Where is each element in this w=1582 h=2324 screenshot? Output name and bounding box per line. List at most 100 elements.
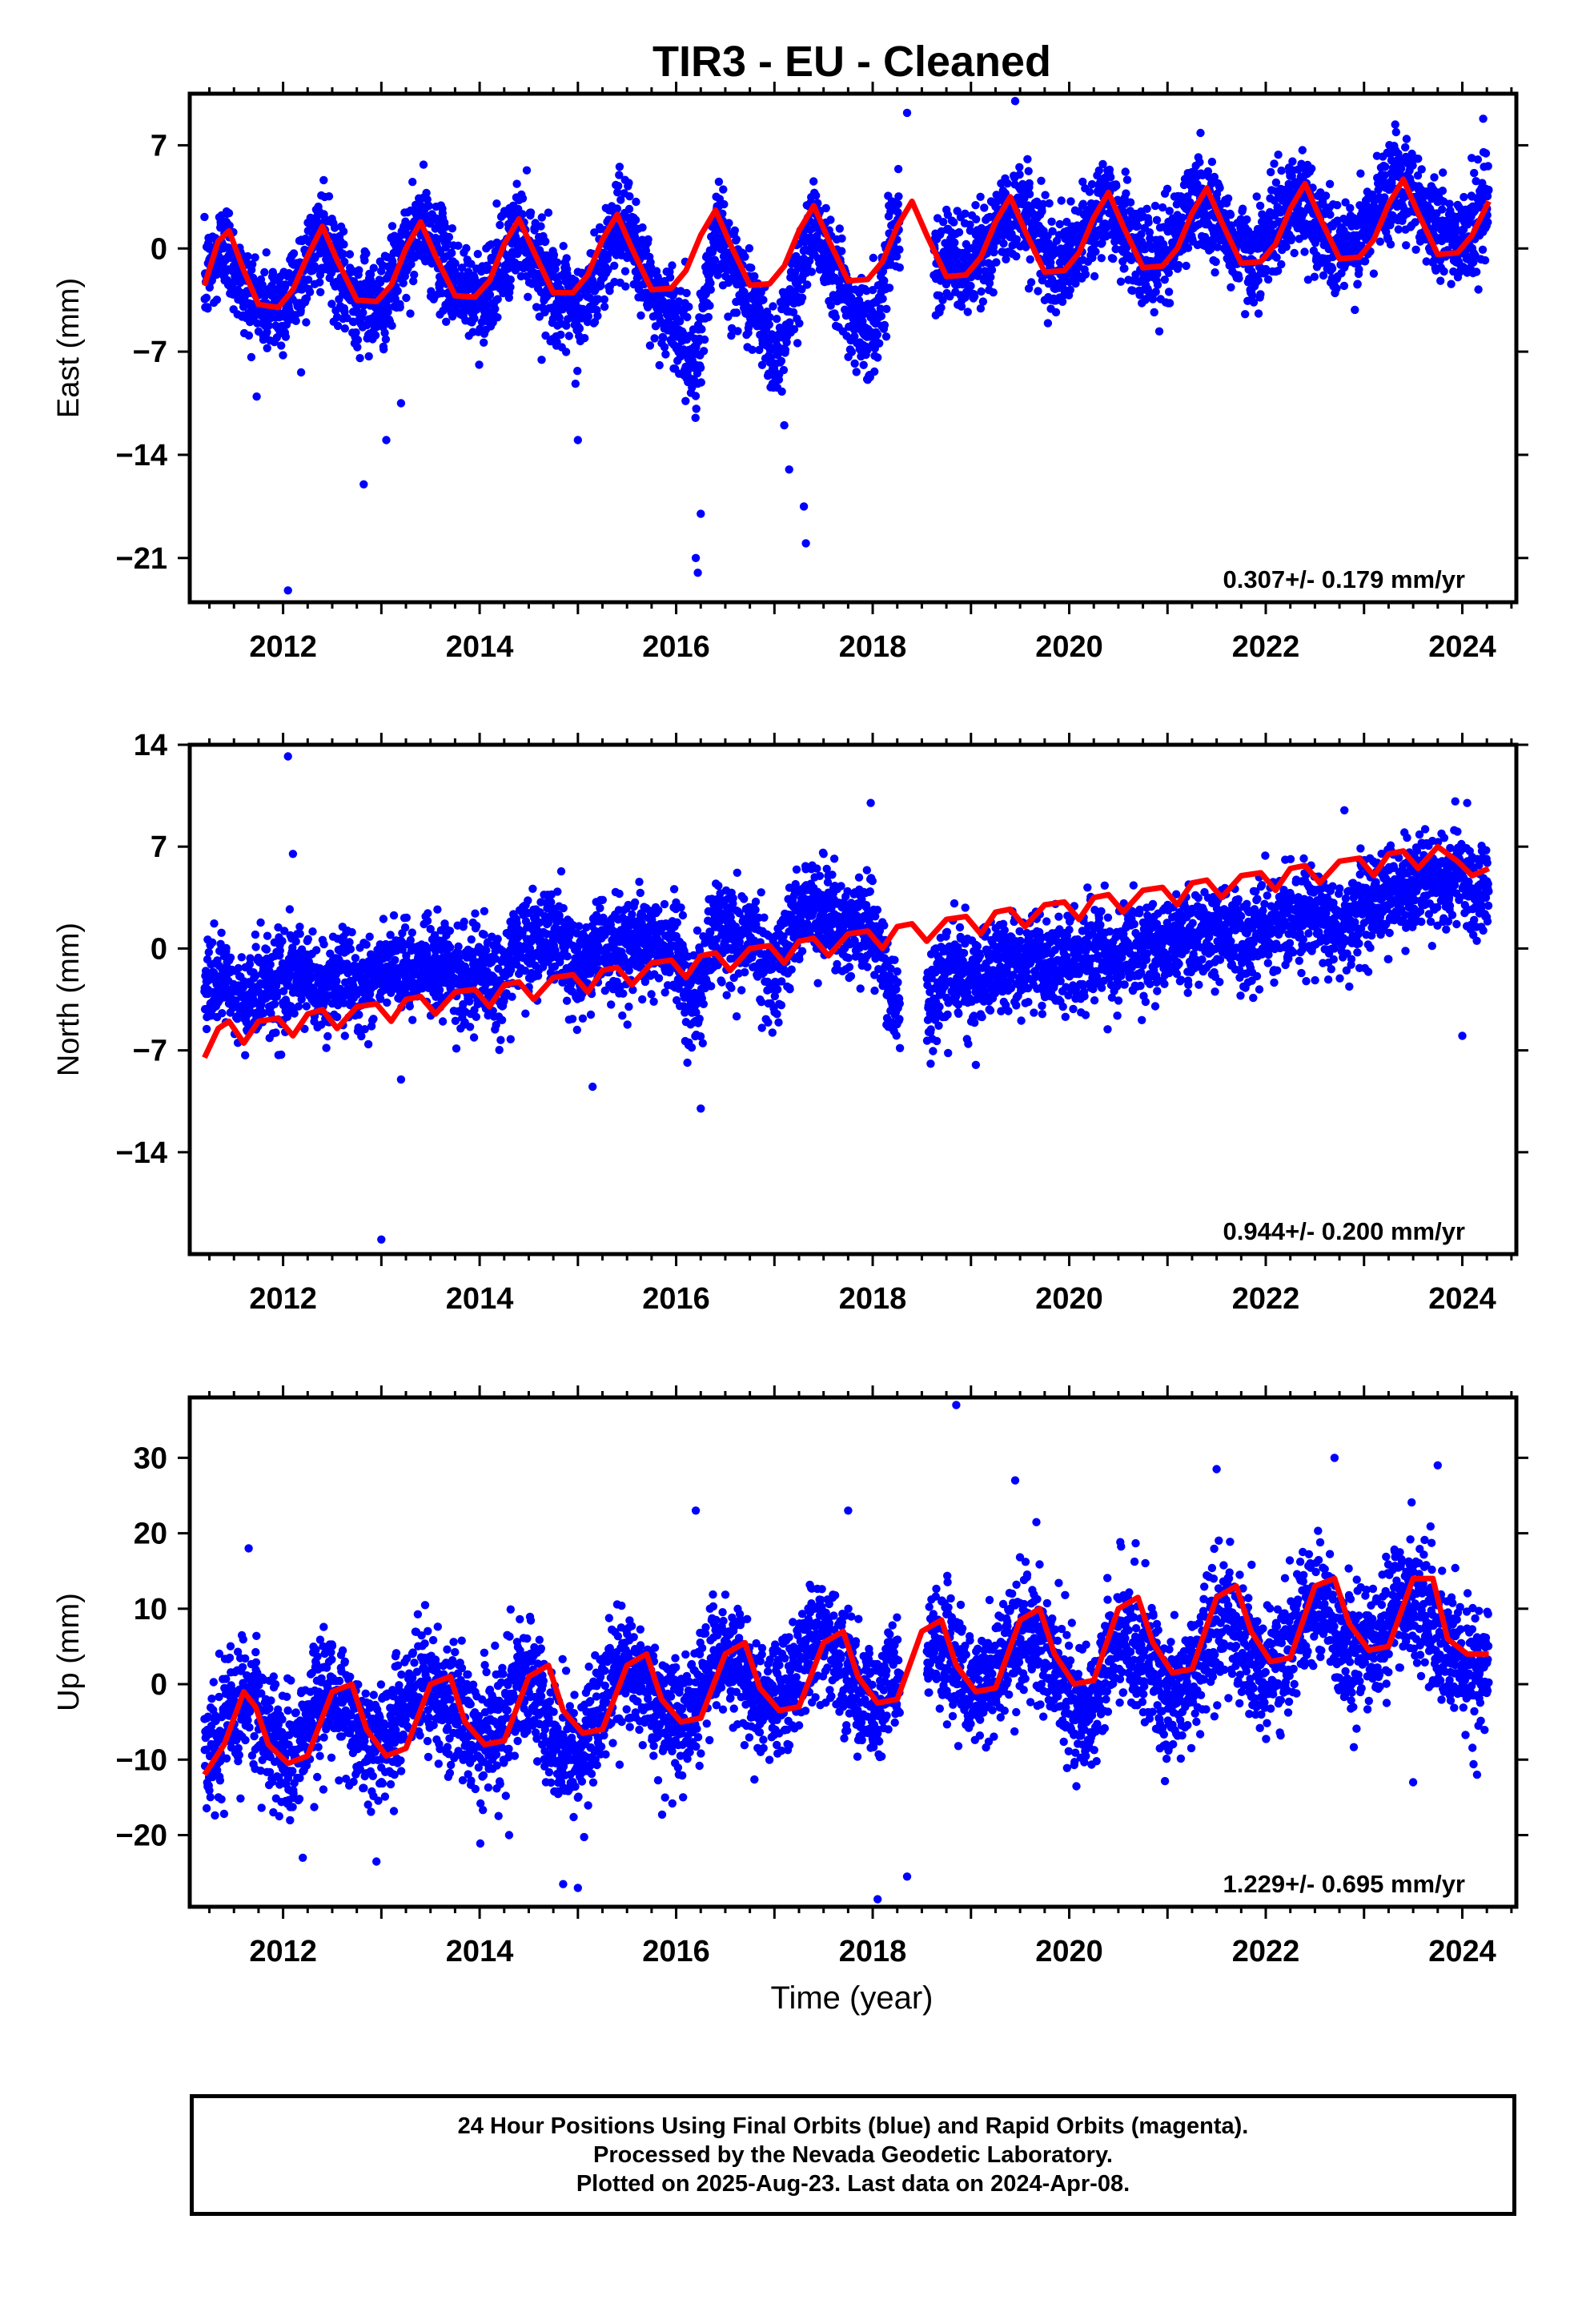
east-point xyxy=(339,250,347,259)
east-point xyxy=(625,192,634,201)
east-point xyxy=(1439,267,1448,276)
east-point xyxy=(659,333,668,342)
east-point xyxy=(1235,274,1243,283)
east-point xyxy=(624,179,633,187)
east-point xyxy=(1223,194,1233,203)
east-point xyxy=(364,352,373,361)
east-point xyxy=(588,275,597,285)
east-point xyxy=(881,332,891,341)
east-point xyxy=(562,321,571,330)
east-outlier-point xyxy=(902,108,912,118)
east-point xyxy=(333,321,343,331)
east-point xyxy=(950,218,958,227)
east-point xyxy=(396,239,406,248)
east-point xyxy=(1479,115,1488,123)
east-point xyxy=(683,312,692,322)
east-point xyxy=(741,252,749,261)
east-point xyxy=(353,336,363,344)
east-point xyxy=(480,338,488,347)
east-point xyxy=(1182,261,1191,271)
east-point xyxy=(733,327,742,336)
east-point xyxy=(296,368,306,377)
east-point xyxy=(593,295,603,304)
east-outlier-point xyxy=(382,436,391,444)
east-point xyxy=(506,283,515,292)
east-point xyxy=(1480,255,1490,265)
east-point xyxy=(355,354,364,363)
east-point xyxy=(1325,179,1335,188)
east-point xyxy=(1272,253,1281,262)
east-y-axis-label: East (mm) xyxy=(52,278,86,418)
east-point xyxy=(351,328,360,337)
east-x-tick-label: 2012 xyxy=(249,630,317,664)
east-point xyxy=(532,303,541,312)
east-point xyxy=(302,294,311,303)
east-point xyxy=(1241,310,1250,319)
east-point xyxy=(632,197,640,207)
east-outlier-point xyxy=(1010,97,1020,106)
east-point xyxy=(1165,299,1174,308)
east-point xyxy=(1109,254,1118,263)
east-point xyxy=(1321,191,1331,200)
east-point xyxy=(1024,167,1033,175)
east-point xyxy=(247,352,256,362)
east-point xyxy=(383,308,392,316)
east-point xyxy=(423,195,432,204)
east-point xyxy=(779,365,789,375)
east-point xyxy=(1277,166,1286,175)
east-outlier-point xyxy=(801,539,810,548)
east-point xyxy=(1097,254,1106,263)
east-y-tick-label: −14 xyxy=(116,439,167,472)
east-point xyxy=(457,263,467,272)
east-point xyxy=(789,325,799,334)
east-point xyxy=(1041,191,1050,199)
east-point xyxy=(406,309,415,318)
east-point xyxy=(327,300,336,308)
east-point xyxy=(462,243,471,253)
east-point xyxy=(759,296,768,304)
east-point xyxy=(970,292,979,301)
east-point xyxy=(809,177,818,186)
east-point xyxy=(765,320,773,329)
east-point xyxy=(1255,201,1265,211)
east-point xyxy=(1472,267,1481,276)
east-point xyxy=(1165,207,1174,215)
east-point xyxy=(1211,257,1220,267)
east-point xyxy=(441,223,450,231)
east-point xyxy=(1438,187,1447,195)
north-point xyxy=(251,930,260,939)
east-point xyxy=(769,302,777,311)
east-point xyxy=(1025,179,1034,188)
east-point xyxy=(408,178,417,187)
east-point xyxy=(837,234,846,243)
east-point xyxy=(748,345,757,354)
east-point xyxy=(604,265,612,274)
east-x-tick-label: 2018 xyxy=(839,630,907,664)
east-point xyxy=(1120,264,1129,273)
east-point xyxy=(1282,243,1291,251)
east-point xyxy=(491,304,500,313)
east-point xyxy=(1150,308,1158,317)
east-point xyxy=(359,308,367,317)
east-point xyxy=(747,263,756,272)
east-point xyxy=(1298,146,1307,155)
east-point xyxy=(454,241,463,250)
east-point xyxy=(263,328,271,336)
east-point xyxy=(697,378,705,387)
east-point xyxy=(1126,198,1135,207)
east-point xyxy=(650,334,659,343)
east-point xyxy=(451,267,460,276)
east-point xyxy=(1484,162,1492,171)
east-point xyxy=(705,301,714,310)
east-point xyxy=(895,263,905,272)
east-point xyxy=(697,325,706,334)
east-point xyxy=(665,273,675,282)
east-point xyxy=(544,208,553,217)
east-point xyxy=(777,356,786,365)
east-point xyxy=(1256,290,1265,299)
east-point xyxy=(571,276,580,285)
east-y-tick-label: −7 xyxy=(133,336,167,369)
east-point xyxy=(676,317,685,326)
east-point xyxy=(1438,205,1447,214)
